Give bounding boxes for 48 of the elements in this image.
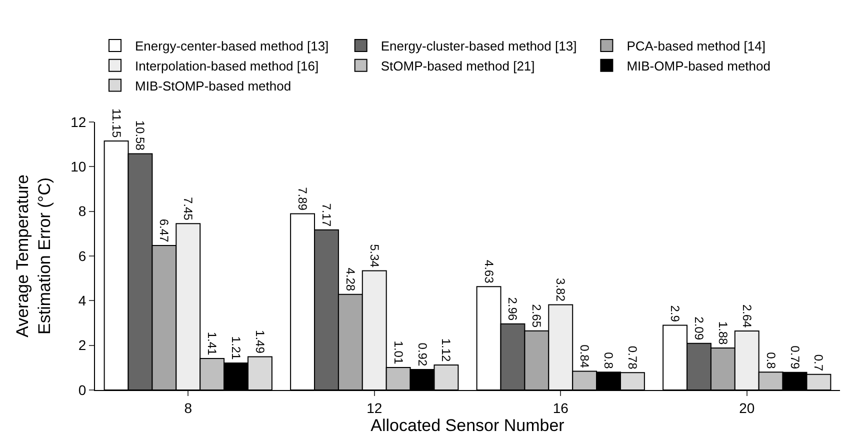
data-label: 7.45 xyxy=(181,196,196,221)
y-tick-label: 0 xyxy=(78,382,86,398)
data-label: 7.17 xyxy=(319,203,334,227)
legend-label: Interpolation-based method [16] xyxy=(135,58,319,74)
legend-label: Energy-cluster-based method [13] xyxy=(380,38,577,54)
data-label: 0.8 xyxy=(602,352,616,370)
data-label: 5.34 xyxy=(367,244,382,268)
y-tick-label: 8 xyxy=(78,203,86,220)
data-label: 4.28 xyxy=(343,268,358,292)
data-label: 6.47 xyxy=(157,218,172,242)
data-label: 1.41 xyxy=(205,332,220,356)
y-tick-label: 12 xyxy=(70,114,86,130)
data-label: 3.82 xyxy=(554,278,568,302)
x-tick-label: 8 xyxy=(184,400,192,416)
x-tick-label: 16 xyxy=(552,400,569,416)
x-axis-title: Allocated Sensor Number xyxy=(370,416,565,435)
y-tick-label: 4 xyxy=(78,292,86,309)
data-label: 0.8 xyxy=(764,352,778,370)
data-label: 0.78 xyxy=(625,346,640,370)
data-label: 1.12 xyxy=(439,338,454,362)
data-label: 1.88 xyxy=(716,321,730,346)
legend-label: Energy-center-based method [13] xyxy=(135,38,329,54)
data-label: 2.64 xyxy=(740,304,754,328)
data-label: 2.9 xyxy=(668,305,682,322)
data-label: 2.96 xyxy=(506,297,520,321)
data-label: 11.15 xyxy=(109,108,124,138)
data-label: 0.7 xyxy=(812,354,826,372)
data-label: 1.49 xyxy=(252,330,267,354)
data-label: 4.63 xyxy=(482,260,496,284)
y-tick-label: 2 xyxy=(78,337,86,354)
data-label: 1.21 xyxy=(229,336,244,360)
data-label: 7.89 xyxy=(296,187,310,211)
x-tick-label: 12 xyxy=(366,400,382,416)
legend-label: MIB-OMP-based method xyxy=(626,58,770,74)
legend-label: PCA-based method [14] xyxy=(626,38,766,54)
x-tick-label: 20 xyxy=(739,400,755,416)
data-label: 0.92 xyxy=(415,342,430,366)
data-label: 10.58 xyxy=(133,120,148,151)
y-tick-label: 10 xyxy=(70,158,86,175)
data-label: 2.65 xyxy=(530,304,544,328)
data-label: 2.09 xyxy=(692,316,706,340)
y-axis-title: Average Temperature Estimation Error (°C) xyxy=(13,174,54,338)
legend-label: StOMP-based method [21] xyxy=(380,58,535,74)
legend-label: MIB-StOMP-based method xyxy=(135,78,292,94)
data-label: 0.79 xyxy=(788,346,802,370)
y-tick-label: 6 xyxy=(78,248,86,264)
data-label: 1.01 xyxy=(391,340,406,364)
data-label: 0.84 xyxy=(578,344,592,368)
